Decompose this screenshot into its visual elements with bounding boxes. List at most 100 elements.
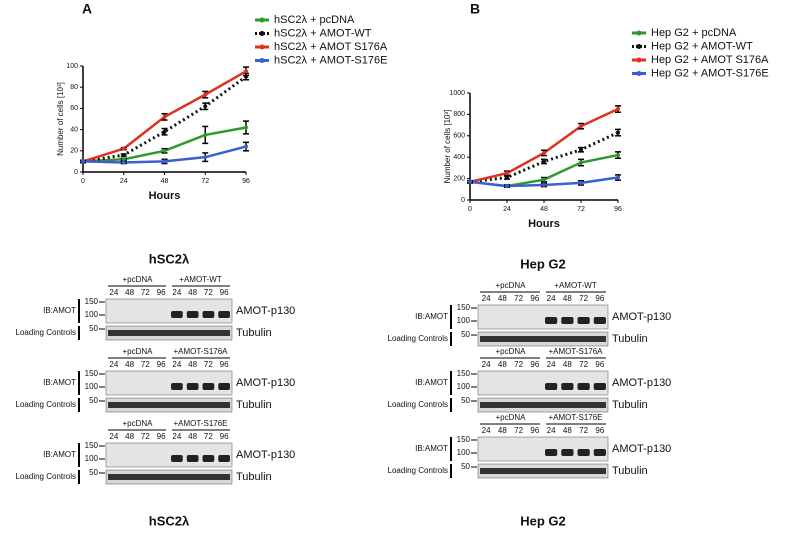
band-label: AMOT-p130 <box>236 377 295 389</box>
point <box>244 125 248 130</box>
legend-marker <box>259 44 265 50</box>
band <box>202 311 215 318</box>
legend-marker <box>636 57 642 63</box>
lane-label: 96 <box>157 288 166 297</box>
point <box>616 153 620 158</box>
point <box>542 177 546 182</box>
point <box>162 114 167 119</box>
band <box>202 383 215 390</box>
lane-label: 96 <box>595 426 604 435</box>
point <box>121 160 126 165</box>
lane-label: 72 <box>579 426 588 435</box>
x-tick-label: 96 <box>614 206 622 213</box>
series-line <box>469 107 619 184</box>
legend-marker <box>259 17 265 23</box>
treatment-label: +AMOT-S176A <box>548 347 603 356</box>
band <box>561 449 574 456</box>
size-marker: 150 <box>85 369 99 378</box>
lane-label: 72 <box>514 360 523 369</box>
lane-label: 96 <box>157 432 166 441</box>
size-marker: 100 <box>85 454 99 463</box>
lane-label: 72 <box>514 294 523 303</box>
point <box>81 159 85 164</box>
point <box>616 175 620 180</box>
point <box>505 184 509 189</box>
treatment-label: +AMOT-WT <box>554 281 597 290</box>
y-tick-label: 80 <box>70 84 78 91</box>
lane-label: 24 <box>482 294 491 303</box>
x-tick-label: 0 <box>468 206 472 213</box>
lane-label: 24 <box>172 432 181 441</box>
panel-label: A <box>82 1 92 17</box>
blot-title: hSC2λ <box>149 251 190 266</box>
point <box>579 160 583 165</box>
legend-label: hSC2λ + AMOT S176A <box>274 41 388 53</box>
band <box>480 468 606 474</box>
point <box>121 146 126 151</box>
x-tick-label: 72 <box>201 178 209 185</box>
point <box>616 130 620 135</box>
size-marker: 100 <box>457 382 471 391</box>
y-tick-label: 600 <box>453 133 465 140</box>
blot-amot <box>105 442 233 468</box>
lane-label: 96 <box>530 426 539 435</box>
point <box>244 144 248 149</box>
lane-label: 48 <box>125 432 134 441</box>
point <box>505 175 509 180</box>
control-band-label: Tubulin <box>612 465 648 477</box>
point <box>162 129 167 134</box>
treatment-label: +AMOT-S176E <box>548 413 602 422</box>
control-band-label: Tubulin <box>236 471 272 483</box>
size-marker: 100 <box>457 448 471 457</box>
point <box>203 104 208 109</box>
band-label: AMOT-p130 <box>236 449 295 461</box>
band-label: AMOT-p130 <box>236 305 295 317</box>
ib-label: IB:AMOT <box>415 378 448 387</box>
band-label: AMOT-p130 <box>612 377 671 389</box>
treatment-label: +AMOT-WT <box>179 275 222 284</box>
band <box>545 449 558 456</box>
control-label: +pcDNA <box>122 419 153 428</box>
band <box>202 455 215 462</box>
point <box>162 148 167 153</box>
legend-label: Hep G2 + AMOT-S176E <box>651 67 769 79</box>
lane-label: 72 <box>204 288 213 297</box>
loading-label: Loading Controls <box>16 400 76 409</box>
lane-label: 48 <box>498 360 507 369</box>
size-marker: 150 <box>85 297 99 306</box>
size-marker: 50 <box>461 396 470 405</box>
x-tick-label: 0 <box>81 178 85 185</box>
blot-caption: hSC2λ <box>149 513 190 528</box>
size-marker: 50 <box>89 396 98 405</box>
loading-label: Loading Controls <box>388 334 448 343</box>
x-tick-label: 24 <box>120 178 128 185</box>
band <box>561 383 574 390</box>
legend-label: Hep G2 + AMOT S176A <box>651 54 769 66</box>
lane-label: 96 <box>157 360 166 369</box>
y-tick-label: 100 <box>66 63 78 70</box>
x-tick-label: 96 <box>242 178 250 185</box>
legend-label: hSC2λ + AMOT-S176E <box>274 54 387 66</box>
point <box>203 132 208 137</box>
lane-label: 72 <box>579 360 588 369</box>
treatment-label: +AMOT-S176A <box>173 347 228 356</box>
legend-label: hSC2λ + AMOT-WT <box>274 27 372 39</box>
size-marker: 100 <box>85 382 99 391</box>
y-tick-label: 800 <box>453 111 465 118</box>
band <box>561 317 574 324</box>
band <box>577 449 590 456</box>
blot-caption: Hep G2 <box>520 513 566 528</box>
blot-title: Hep G2 <box>520 256 566 271</box>
band <box>545 383 558 390</box>
x-tick-label: 24 <box>503 206 511 213</box>
point <box>505 171 509 176</box>
series-line <box>469 131 619 184</box>
lane-label: 72 <box>514 426 523 435</box>
blot-amot <box>477 436 609 462</box>
ib-label: IB:AMOT <box>43 306 76 315</box>
point <box>542 150 546 155</box>
size-marker: 150 <box>457 435 471 444</box>
lane-label: 24 <box>172 288 181 297</box>
band <box>218 311 230 318</box>
band <box>171 383 183 390</box>
